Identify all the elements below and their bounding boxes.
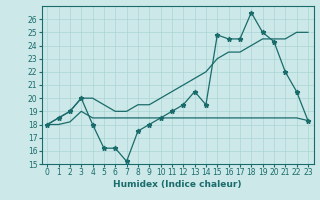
X-axis label: Humidex (Indice chaleur): Humidex (Indice chaleur) [113, 180, 242, 189]
